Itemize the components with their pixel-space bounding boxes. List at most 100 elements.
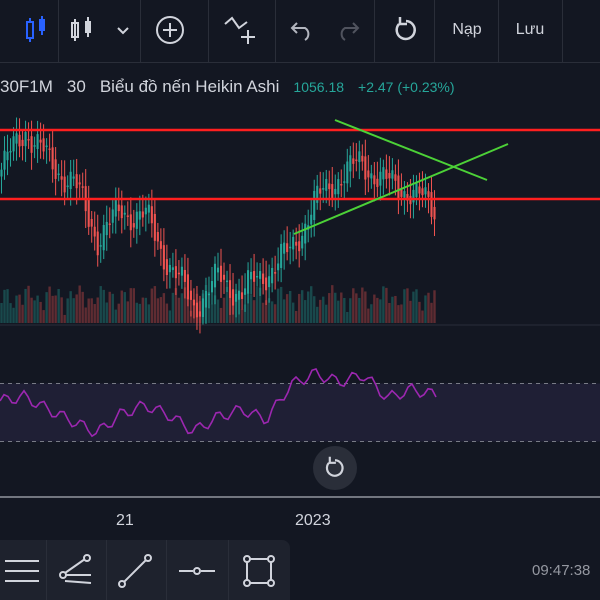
volume-bar: [27, 285, 30, 323]
top-toolbar: Nạp Lưu: [0, 0, 600, 63]
indicators-icon[interactable]: [218, 8, 262, 52]
volume-bar: [418, 301, 421, 323]
candle-body: [162, 245, 165, 270]
candle-body: [0, 169, 3, 177]
volume-bar: [75, 294, 78, 323]
candle-body: [373, 175, 376, 185]
chart-type-icon[interactable]: [64, 8, 100, 52]
candle-body: [295, 241, 298, 246]
candle-body: [57, 173, 60, 176]
candle-body: [54, 159, 57, 179]
volume-bar: [288, 290, 292, 323]
chevron-down-icon[interactable]: [110, 8, 136, 52]
volume-bar: [322, 296, 325, 323]
reset-chart-icon[interactable]: [384, 8, 428, 52]
candle-body: [171, 267, 174, 270]
pitchfork-icon[interactable]: [50, 548, 100, 594]
candle-body: [394, 174, 397, 181]
volume-bar: [388, 303, 391, 323]
volume-bar: [273, 304, 277, 323]
volume-bar: [285, 294, 289, 323]
candle-body: [216, 267, 220, 273]
symbol-label[interactable]: 30F1M: [0, 77, 53, 96]
candle-body: [210, 281, 214, 293]
volume-bar: [282, 299, 286, 323]
reset-scale-button[interactable]: [313, 446, 357, 490]
candle-body: [207, 293, 211, 296]
volume-bar: [222, 297, 226, 323]
volume-bar: [279, 286, 283, 323]
candle-body: [231, 289, 235, 306]
volume-bar: [240, 309, 244, 323]
volume-bar: [84, 307, 87, 323]
candle-body: [421, 188, 424, 196]
volume-bar: [15, 295, 18, 323]
volume-bar: [183, 287, 187, 323]
candle-body: [147, 204, 150, 213]
rectangle-tool-icon[interactable]: [234, 548, 284, 594]
candle-body: [60, 176, 63, 180]
candlestick-style-icon[interactable]: [18, 8, 54, 52]
candle-body: [237, 290, 241, 300]
candle-body: [33, 145, 36, 147]
save-layout-button[interactable]: Lưu: [515, 21, 545, 38]
rsi-line: [0, 368, 437, 438]
symbol-info-row: 30F1M 30 Biểu đồ nến Heikin Ashi 1056.18…: [0, 74, 469, 100]
candle-body: [418, 186, 421, 194]
interval-label[interactable]: 30: [66, 77, 86, 96]
volume-bar: [300, 290, 304, 323]
redo-icon[interactable]: [330, 8, 366, 52]
undo-icon[interactable]: [284, 8, 320, 52]
volume-bar: [60, 297, 63, 323]
candle-body: [370, 173, 373, 179]
volume-bar: [69, 291, 72, 323]
menu-lines-icon[interactable]: [0, 548, 50, 594]
volume-bar: [159, 297, 163, 323]
candle-body: [90, 218, 93, 227]
candle-body: [385, 169, 388, 179]
x-axis-label-21: 21: [116, 512, 134, 529]
candle-body: [388, 173, 391, 179]
volume-bar: [54, 295, 57, 323]
candle-body: [352, 158, 355, 164]
candle-body: [225, 280, 229, 283]
volume-bar: [138, 303, 142, 323]
volume-bar: [129, 288, 133, 323]
clock-time: 09:47:38: [532, 562, 591, 579]
volume-bar: [123, 292, 126, 323]
volume-bar: [108, 291, 111, 323]
candle-body: [183, 269, 186, 282]
volume-bar: [141, 297, 145, 323]
volume-bar: [18, 294, 21, 323]
candle-body: [424, 187, 427, 195]
volume-bar: [186, 296, 190, 323]
candle-body: [9, 150, 12, 153]
volume-bar: [135, 302, 139, 323]
volume-bar: [255, 286, 259, 323]
volume-bar: [406, 288, 409, 323]
volume-bar: [126, 301, 129, 323]
horizontal-line-tool-icon[interactable]: [172, 548, 222, 594]
candle-body: [322, 187, 325, 190]
candle-body: [292, 236, 295, 250]
load-layout-button[interactable]: Nạp: [452, 21, 482, 38]
candle-body: [120, 205, 123, 219]
candle-body: [271, 268, 274, 284]
volume-bar: [174, 288, 178, 323]
chart-type-label: Biểu đồ nến Heikin Ashi: [99, 77, 280, 96]
candle-body: [412, 189, 415, 203]
candle-body: [15, 133, 18, 144]
trendline-tool-icon[interactable]: [110, 548, 160, 594]
volume-bar: [21, 304, 24, 323]
candle-body: [222, 274, 226, 280]
price-change: +2.47 (+0.23%): [358, 79, 455, 95]
add-indicator-icon[interactable]: [148, 8, 192, 52]
candle-body: [244, 288, 247, 295]
volume-bar: [36, 295, 39, 323]
candle-body: [343, 181, 346, 183]
volume-bar: [364, 291, 367, 323]
candle-body: [274, 272, 277, 274]
volume-bar: [267, 298, 271, 323]
x-axis-label-2023: 2023: [295, 512, 331, 529]
